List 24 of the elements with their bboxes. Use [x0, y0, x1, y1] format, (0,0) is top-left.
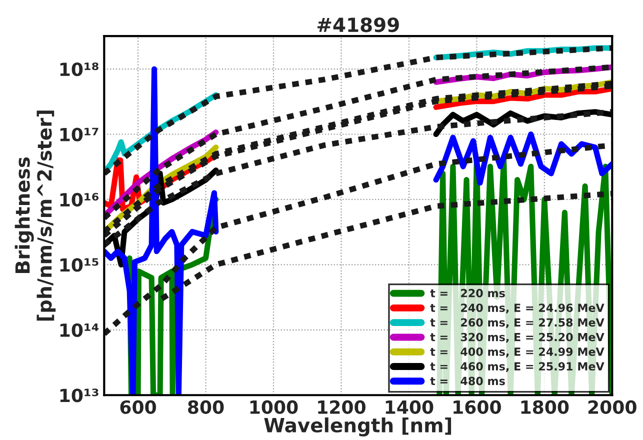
legend-label: t = 460 ms, E = 25.91 MeV	[430, 362, 604, 372]
x-tick-label: 600	[120, 400, 156, 414]
x-tick-label: 1600	[454, 400, 501, 414]
y-tick-label: 10¹⁴	[60, 323, 99, 338]
legend-label: t = 240 ms, E = 24.96 MeV	[430, 304, 604, 314]
chart-title: #41899	[318, 17, 399, 32]
x-tick-label: 1000	[250, 400, 298, 414]
y-axis-title: Brightness [ph/nm/s/m^2/ster]	[14, 110, 56, 321]
y-tick-label: 10¹⁷	[60, 128, 98, 142]
x-tick-label: 800	[188, 400, 224, 414]
x-tick-label: 1800	[521, 400, 569, 414]
x-tick-label: 2000	[588, 400, 636, 414]
y-tick-label: 10¹⁵	[60, 258, 98, 272]
legend-label: t = 260 ms, E = 27.58 MeV	[430, 318, 604, 328]
x-tick-label: 1200	[318, 400, 366, 414]
legend-label: t = 480 ms	[430, 376, 505, 386]
legend-label: t = 400 ms, E = 24.99 MeV	[430, 348, 604, 358]
legend-label: t = 320 ms, E = 25.20 MeV	[430, 332, 604, 343]
y-tick-label: 10¹³	[60, 388, 98, 402]
x-axis-title: Wavelength [nm]	[264, 417, 452, 436]
y-tick-label: 10¹⁶	[60, 192, 99, 207]
y-tick-label: 10¹⁸	[60, 62, 98, 76]
x-tick-label: 1400	[386, 400, 434, 414]
legend-label: t = 220 ms	[430, 288, 505, 298]
